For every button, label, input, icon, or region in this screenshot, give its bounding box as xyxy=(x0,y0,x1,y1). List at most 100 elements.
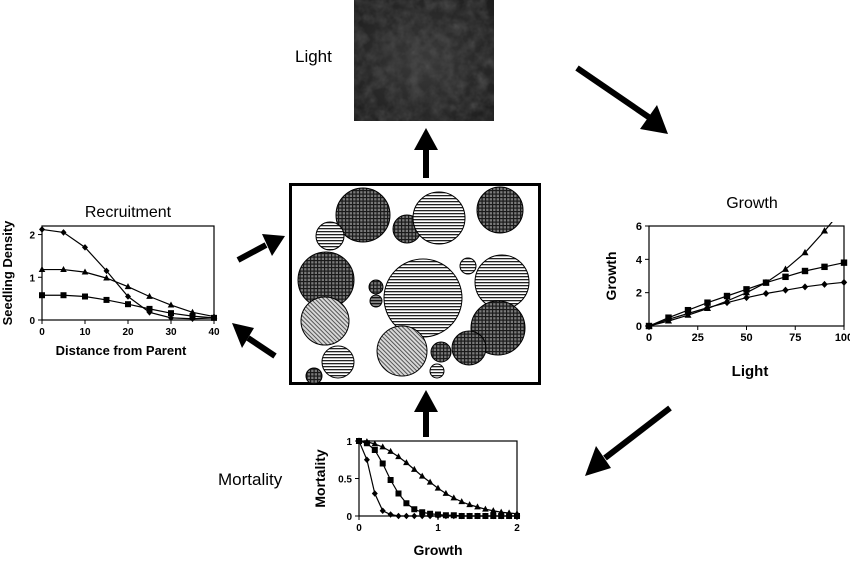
data-point-triangle xyxy=(474,503,481,510)
y-tick-label: 0 xyxy=(346,512,352,523)
arrow-center-to-recruitment xyxy=(232,323,277,359)
tree-crown xyxy=(429,363,445,379)
data-point-triangle xyxy=(146,292,153,299)
data-point-square xyxy=(189,313,196,320)
data-point-square xyxy=(60,292,67,299)
data-point-diamond xyxy=(782,286,789,294)
tree-crown xyxy=(305,367,323,385)
data-point-diamond xyxy=(821,280,828,288)
data-point-square xyxy=(125,301,131,308)
data-point-triangle xyxy=(434,484,442,491)
data-point-triangle xyxy=(490,507,497,514)
data-point-triangle xyxy=(387,447,394,454)
y-axis-label: Seedling Density xyxy=(0,220,15,326)
data-point-triangle xyxy=(395,453,402,460)
data-point-diamond xyxy=(411,512,418,520)
series-line-square xyxy=(358,440,517,517)
data-point-diamond xyxy=(39,226,45,233)
data-point-square xyxy=(482,513,489,519)
x-tick-label: 100 xyxy=(835,332,850,344)
y-tick-label: 1 xyxy=(346,437,352,448)
data-point-diamond xyxy=(379,507,386,515)
x-tick-label: 25 xyxy=(692,332,704,344)
arrow-center-to-light xyxy=(414,128,438,178)
arrow-recruitment-to-center xyxy=(236,234,285,263)
data-point-square xyxy=(782,273,789,281)
y-tick-label: 2 xyxy=(29,231,35,242)
data-point-triangle xyxy=(442,489,450,496)
tree-crown xyxy=(459,257,477,275)
data-point-diamond xyxy=(665,315,672,323)
tree-crown xyxy=(376,325,428,377)
series-line-triangle xyxy=(358,440,518,515)
canopy-light-image xyxy=(354,0,494,121)
y-tick-label: 4 xyxy=(636,254,643,266)
data-point-diamond xyxy=(125,293,131,300)
forest-stand-panel xyxy=(289,183,541,385)
data-point-square xyxy=(821,263,828,271)
x-tick-label: 30 xyxy=(165,327,177,338)
data-point-diamond xyxy=(387,511,394,518)
data-point-diamond xyxy=(403,512,410,520)
y-tick-label: 6 xyxy=(636,221,642,233)
tree-crown xyxy=(430,341,452,363)
data-point-triangle xyxy=(820,227,829,234)
data-point-triangle xyxy=(355,437,363,444)
tree-crown xyxy=(412,191,466,245)
data-point-triangle xyxy=(403,459,410,466)
y-axis-label: Growth xyxy=(603,252,619,301)
data-point-diamond xyxy=(723,299,731,307)
x-axis-label: Growth xyxy=(414,542,463,557)
y-tick-label: 0 xyxy=(29,316,35,327)
chart-title: Recruitment xyxy=(85,204,172,221)
data-point-square xyxy=(371,447,378,453)
x-tick-label: 40 xyxy=(208,327,220,338)
mortality-chart: 0 1 2 0 0.5 1 Growth Mortality xyxy=(310,432,530,558)
growth-chart: Growth 0 25 50 75 100 0 2 4 6 Light Growth xyxy=(600,190,850,385)
data-point-diamond xyxy=(840,278,848,286)
data-point-square xyxy=(458,513,465,519)
tree-crown xyxy=(369,294,383,308)
data-point-triangle xyxy=(379,443,386,450)
data-point-square xyxy=(379,460,386,467)
x-tick-label: 75 xyxy=(789,332,801,344)
data-point-diamond xyxy=(371,490,378,497)
tree-crown xyxy=(368,279,384,295)
data-point-square xyxy=(840,259,848,266)
arrow-mortality-to-center xyxy=(414,390,438,437)
data-point-triangle xyxy=(371,440,379,447)
tree-crown xyxy=(476,186,524,234)
data-point-triangle xyxy=(60,265,67,272)
data-point-triangle xyxy=(482,505,489,512)
x-tick-label: 2 xyxy=(514,523,520,534)
data-point-square xyxy=(743,286,750,293)
data-point-square xyxy=(762,279,770,286)
data-point-diamond xyxy=(645,322,653,330)
data-point-square xyxy=(442,512,449,519)
data-point-triangle xyxy=(497,508,505,515)
data-point-triangle xyxy=(505,509,513,516)
tree-crown xyxy=(335,187,391,243)
data-point-triangle xyxy=(81,268,89,275)
data-point-square xyxy=(427,510,434,517)
data-point-square xyxy=(168,310,174,317)
tree-crown xyxy=(300,296,350,346)
light-label: Light xyxy=(295,47,332,66)
data-point-triangle xyxy=(124,283,132,290)
data-point-triangle xyxy=(458,498,465,505)
data-point-diamond xyxy=(743,294,750,302)
data-point-diamond xyxy=(762,289,770,298)
y-tick-label: 2 xyxy=(636,288,642,300)
data-point-triangle xyxy=(466,501,473,508)
data-point-square xyxy=(723,292,731,300)
data-point-diamond xyxy=(801,283,809,291)
data-point-square xyxy=(474,513,481,519)
y-tick-label: 0 xyxy=(636,321,642,333)
data-point-triangle xyxy=(801,248,809,256)
y-tick-label: 0.5 xyxy=(338,475,352,486)
data-point-square xyxy=(506,513,513,519)
data-point-square xyxy=(490,513,497,519)
data-point-square xyxy=(211,314,217,321)
data-point-square xyxy=(450,512,457,519)
